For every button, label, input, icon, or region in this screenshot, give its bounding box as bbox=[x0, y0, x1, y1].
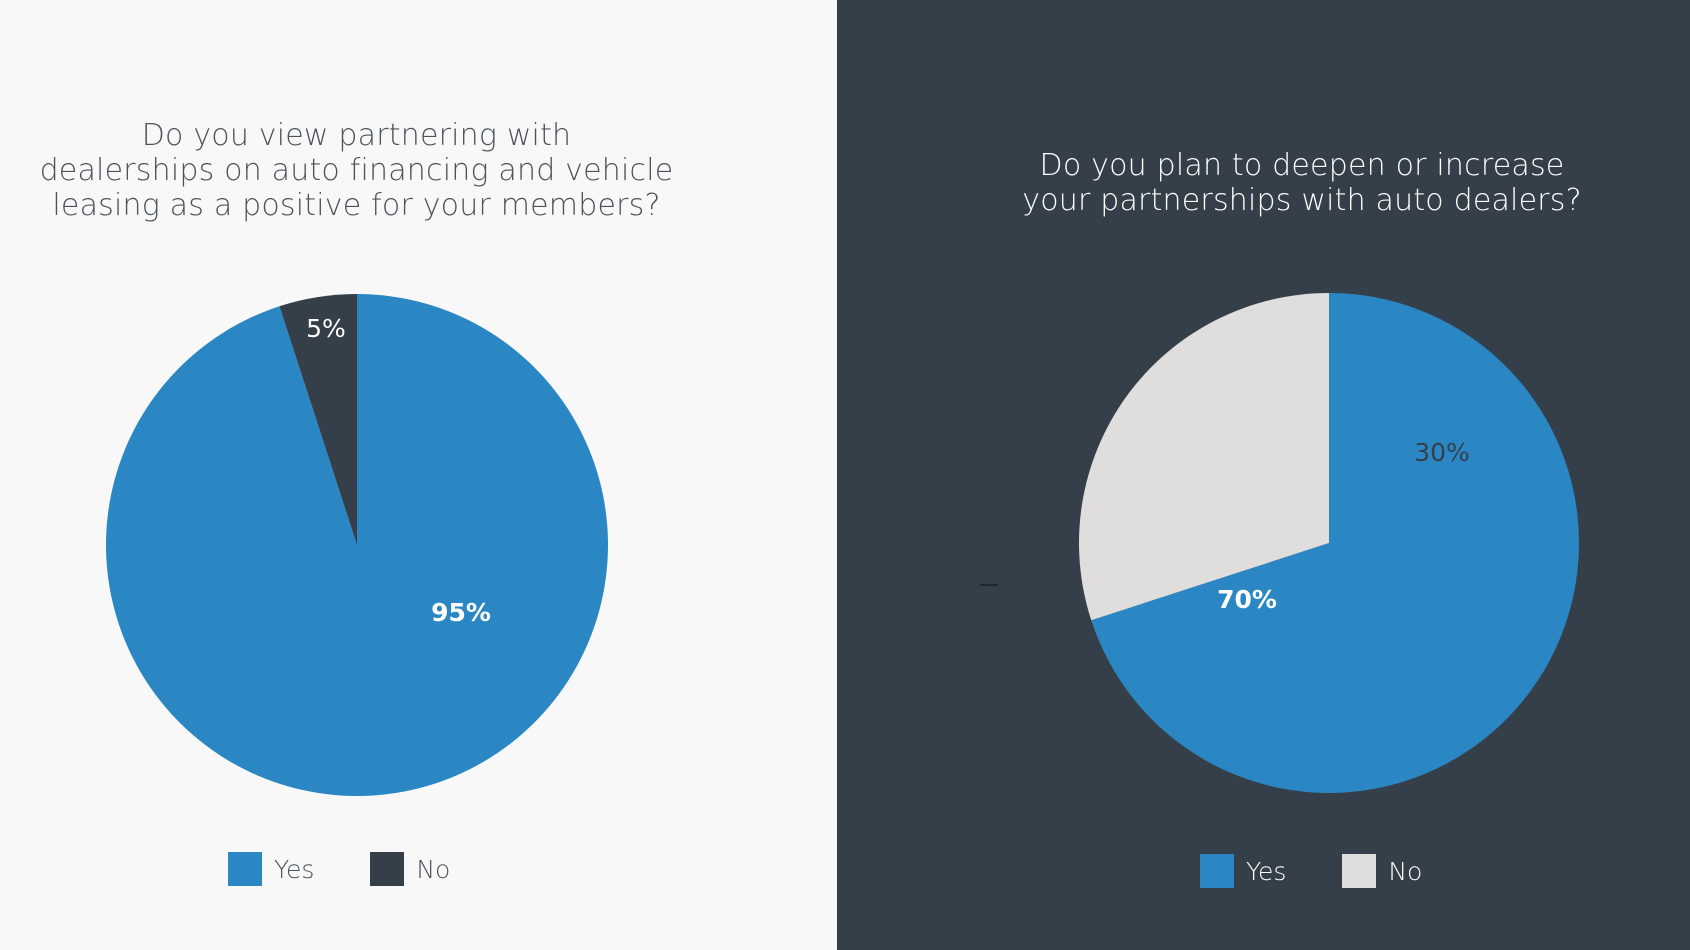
left-legend: Yes No bbox=[228, 852, 450, 886]
legend-swatch-no bbox=[1342, 854, 1377, 888]
legend-swatch-yes bbox=[228, 852, 262, 886]
left-pie-chart: 95% 5% bbox=[106, 294, 609, 796]
legend-item-no: No bbox=[1342, 854, 1422, 888]
legend-item-yes: Yes bbox=[228, 852, 314, 886]
right-pie-chart: 70% 30% bbox=[980, 293, 1579, 793]
right-title-line: your partnerships with auto dealers? bbox=[1022, 183, 1582, 218]
legend-label-yes: Yes bbox=[1246, 856, 1287, 886]
legend-label-yes: Yes bbox=[274, 854, 315, 884]
left-chart-panel: Do you view partnering with dealerships … bbox=[0, 0, 837, 950]
pie-slice-yes bbox=[1091, 293, 1579, 793]
left-title-line: Do you view partnering with bbox=[141, 118, 572, 153]
pie-slice-no-label: 5% bbox=[306, 314, 346, 343]
legend-label-no: No bbox=[1388, 856, 1423, 886]
pie-slice-no bbox=[1079, 293, 1329, 621]
legend-label-no: No bbox=[416, 854, 451, 884]
legend-item-yes: Yes bbox=[1200, 854, 1286, 888]
right-chart-panel: Do you plan to deepen or increase your p… bbox=[837, 0, 1690, 950]
right-title-line: Do you plan to deepen or increase bbox=[1039, 148, 1565, 183]
pie-slice-yes-label: 95% bbox=[431, 598, 491, 627]
right-chart-title: Do you plan to deepen or increase your p… bbox=[1017, 148, 1587, 218]
pie-slice-no bbox=[279, 294, 357, 545]
left-title-line: dealerships on auto financing and vehicl… bbox=[39, 153, 674, 188]
left-title-line: leasing as a positive for your members? bbox=[52, 188, 661, 223]
legend-item-no: No bbox=[370, 852, 450, 886]
pie-slice-yes-label: 70% bbox=[1217, 585, 1277, 614]
legend-swatch-no bbox=[370, 852, 405, 886]
legend-swatch-yes bbox=[1200, 854, 1234, 888]
right-legend: Yes No bbox=[1200, 854, 1422, 888]
left-chart-title: Do you view partnering with dealerships … bbox=[20, 118, 693, 223]
pie-slice-no-label: 30% bbox=[1414, 438, 1470, 467]
